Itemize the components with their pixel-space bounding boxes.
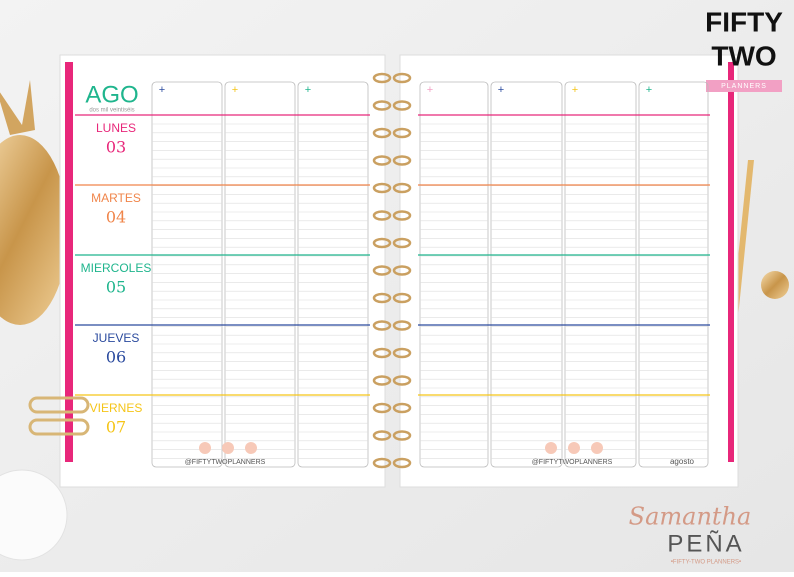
- column-box: [297, 81, 369, 468]
- social-icon: [568, 442, 580, 454]
- spiral-ring: [392, 210, 412, 221]
- brand-line2: TWO: [711, 40, 776, 71]
- column-box: [151, 81, 223, 468]
- spiral-ring: [372, 402, 392, 414]
- day-number: 06: [106, 348, 126, 367]
- social-icon: [199, 442, 211, 454]
- spiral-ring: [372, 127, 392, 139]
- social-icon: [591, 442, 603, 454]
- left-page: [59, 54, 386, 488]
- column-box: [419, 81, 489, 468]
- month-abbr: AGO: [85, 81, 138, 108]
- signature-script: Samantha: [629, 503, 752, 531]
- column-box: [490, 81, 563, 468]
- page-edge-tab: [65, 62, 73, 462]
- social-icon: [222, 442, 234, 454]
- spiral-ring: [392, 127, 412, 139]
- spiral-ring: [392, 292, 412, 304]
- day-number: 05: [106, 278, 126, 297]
- signature-tagline: •FIFTY-TWO PLANNERS•: [671, 560, 741, 566]
- spiral-ring: [392, 237, 412, 249]
- signature-name: PEÑA: [667, 530, 744, 557]
- spiral-ring: [372, 210, 392, 221]
- day-name: MIERCOLES: [81, 261, 152, 275]
- brand-tagline: PLANNERS: [721, 83, 767, 90]
- spiral-ring: [372, 100, 392, 111]
- spiral-ring: [372, 182, 392, 194]
- spiral-ring: [372, 347, 392, 359]
- month-name: agosto: [670, 457, 695, 466]
- social-icon: [545, 442, 557, 454]
- right-page: [399, 54, 739, 488]
- paper-clip: [28, 396, 90, 414]
- column-box: [638, 81, 709, 468]
- day-number: 07: [106, 418, 126, 437]
- spiral-ring: [372, 72, 392, 84]
- column-plus: +: [646, 84, 652, 96]
- spiral-ring: [392, 457, 412, 469]
- column-box: [224, 81, 296, 468]
- pineapple: [0, 135, 68, 325]
- spiral-ring: [392, 155, 412, 166]
- spiral-ring: [392, 402, 412, 414]
- spiral-ring: [392, 320, 412, 331]
- brand-band: [706, 80, 782, 92]
- column-box: [564, 81, 637, 468]
- spiral-ring: [372, 155, 392, 166]
- day-name: JUEVES: [93, 331, 140, 345]
- spiral-ring: [372, 430, 392, 441]
- planner-grid: + + + + + + + LUNES 03 MARTES 04 MIERCOLES 05 JUEVES 0…: [75, 72, 710, 469]
- day-name: MARTES: [91, 191, 141, 205]
- spiral-ring: [372, 292, 392, 304]
- spiral-ring: [372, 237, 392, 249]
- paper-clip: [28, 418, 90, 436]
- day-name: LUNES: [96, 121, 136, 135]
- social-handle: @FIFTYTWOPLANNERS: [532, 459, 613, 466]
- column-plus: +: [498, 84, 504, 96]
- spiral-ring: [372, 320, 392, 331]
- spiral-ring: [392, 72, 412, 84]
- spiral-ring: [372, 265, 392, 276]
- day-number: 04: [106, 208, 126, 227]
- page-edge-tab: [728, 62, 734, 462]
- pineapple-leaves: [0, 80, 35, 135]
- spiral-ring: [392, 265, 412, 276]
- brand-line1: FIFTY: [705, 6, 783, 37]
- spiral-ring: [392, 100, 412, 111]
- column-plus: +: [572, 84, 578, 96]
- spiral-ring: [372, 375, 392, 386]
- day-number: 03: [106, 138, 126, 157]
- spiral-ring: [392, 430, 412, 441]
- spiral-ring: [392, 182, 412, 194]
- spiral-ring: [392, 375, 412, 386]
- column-plus: +: [427, 84, 433, 96]
- social-icon: [245, 442, 257, 454]
- binder-clip: [761, 271, 789, 299]
- spiral-ring: [372, 457, 392, 469]
- spiral-ring: [392, 347, 412, 359]
- column-plus: +: [232, 84, 238, 96]
- year-text: dos mil veintiséis: [89, 108, 134, 114]
- day-name: VIERNES: [90, 401, 143, 415]
- flower: [0, 469, 68, 561]
- column-plus: +: [305, 84, 311, 96]
- column-plus: +: [159, 84, 165, 96]
